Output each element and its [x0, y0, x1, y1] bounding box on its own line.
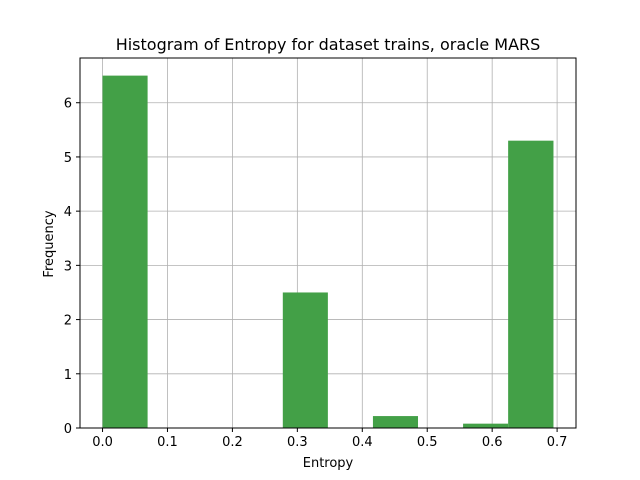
plot-frame: [79, 57, 577, 429]
y-tick-label: 4: [64, 205, 72, 220]
histogram-bar: [282, 292, 328, 428]
x-tick-label: 0.2: [222, 435, 243, 450]
y-tick-label: 3: [64, 259, 72, 274]
x-tick-label: 0.4: [352, 435, 373, 450]
y-tick-label: 1: [64, 368, 72, 383]
x-axis-label: Entropy: [303, 456, 354, 471]
chart-title: Histogram of Entropy for dataset trains,…: [116, 35, 541, 54]
x-tick-label: 0.6: [482, 435, 503, 450]
y-tick-label: 2: [64, 314, 72, 329]
x-tick-label: 0.7: [547, 435, 568, 450]
histogram-bar: [463, 423, 509, 428]
x-tick-label: 0.0: [92, 435, 113, 450]
y-tick-label: 5: [64, 151, 72, 166]
y-axis-label: Frequency: [42, 210, 57, 277]
y-tick-label: 6: [64, 97, 72, 112]
histogram-bar: [102, 75, 148, 428]
x-tick-label: 0.5: [417, 435, 438, 450]
y-axis-ticks: 0 1 2 3 4 5 6: [64, 97, 80, 437]
histogram-bar: [372, 416, 419, 428]
histogram-bar: [508, 140, 554, 428]
x-axis-ticks: 0.0 0.1 0.2 0.3 0.4 0.5 0.6 0.7: [92, 428, 567, 450]
x-tick-label: 0.1: [157, 435, 178, 450]
x-tick-label: 0.3: [287, 435, 308, 450]
y-tick-label: 0: [64, 422, 72, 437]
grid: [80, 58, 576, 429]
bars: [102, 75, 554, 428]
